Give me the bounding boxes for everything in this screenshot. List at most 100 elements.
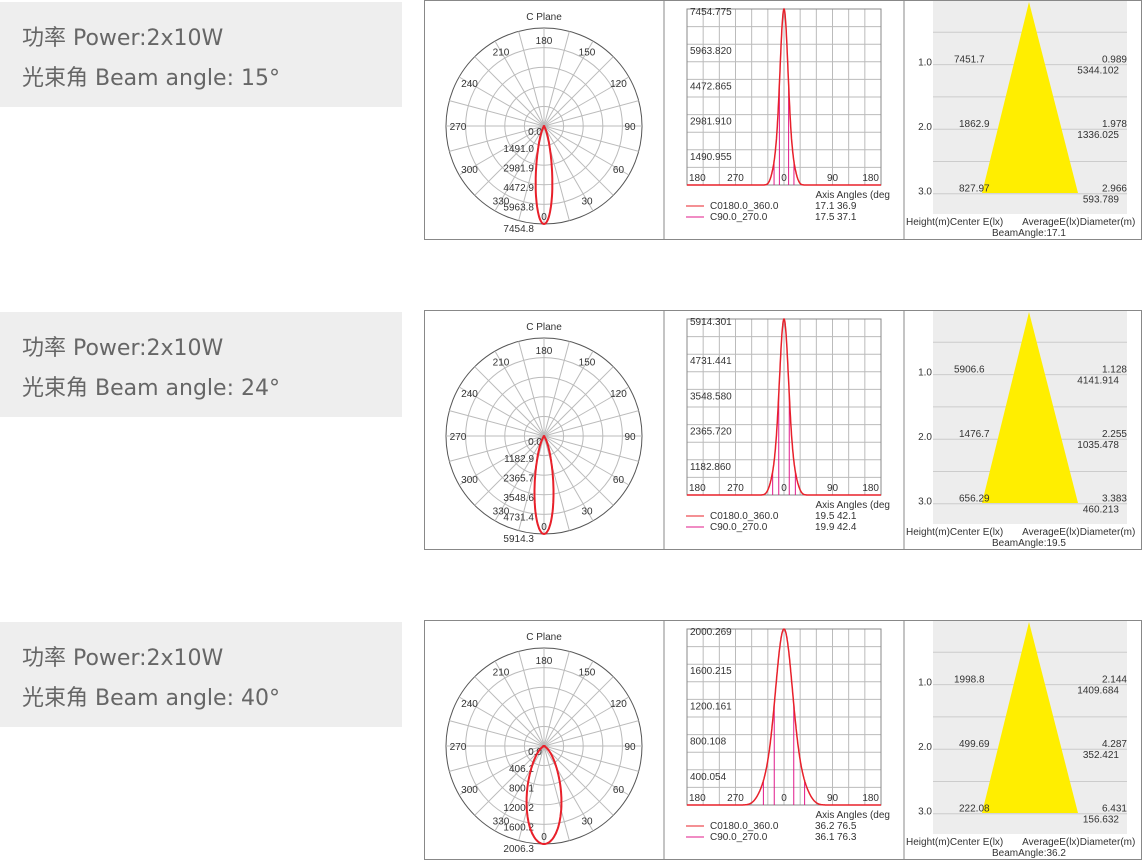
legend-label: C0180.0_360.0 xyxy=(710,511,779,522)
y-tick-label: 1600.215 xyxy=(690,666,732,677)
legend-field-angle: 42.1 xyxy=(837,511,857,522)
beam-diameter: 0.989 xyxy=(1102,55,1127,66)
y-tick-label: 7454.775 xyxy=(690,7,732,18)
y-tick-label: 1490.955 xyxy=(690,152,732,163)
polar-angle-label: 60 xyxy=(613,785,625,796)
beam-diameter: 1.978 xyxy=(1102,119,1127,130)
legend-beam-angle: 36.1 xyxy=(815,832,835,843)
panel-border xyxy=(424,620,1142,860)
linear-chart: 5914.301 4731.441 3548.580 2365.720 1182.860… xyxy=(686,317,890,533)
polar-spoke xyxy=(543,125,639,152)
spec-label-box: 功率 Power:2x10W 光束角 Beam angle: 24° xyxy=(0,312,402,417)
polar-spoke xyxy=(518,31,545,127)
polar-angle-label: 180 xyxy=(536,346,553,357)
polar-angle-label: 330 xyxy=(493,506,510,517)
height-label: 1.0 xyxy=(918,368,932,379)
x-tick-label: 180 xyxy=(862,483,879,494)
polar-ring-label: 800.1 xyxy=(509,784,534,795)
polar-spoke xyxy=(494,40,545,127)
center-illuminance: 222.08 xyxy=(959,804,990,815)
y-tick-label: 2365.720 xyxy=(690,427,732,438)
polar-angle-label: 30 xyxy=(581,196,593,207)
polar-chart: C Plane 0 30 60 90 120 150 180 210 240 270 300 330 0.… xyxy=(445,322,643,545)
polar-spoke xyxy=(543,350,594,437)
height-label: 2.0 xyxy=(918,122,932,133)
y-tick-label: 1200.161 xyxy=(690,701,732,712)
polar-spoke xyxy=(543,745,614,816)
legend-field-angle: 76.5 xyxy=(837,821,857,832)
beam-diameter: 4.287 xyxy=(1102,739,1127,750)
y-tick-label: 4472.865 xyxy=(690,81,732,92)
polar-ring-label: 2981.9 xyxy=(503,164,534,175)
x-tick-label: 90 xyxy=(827,173,839,184)
polar-spoke xyxy=(518,745,545,841)
polar-angle-label: 210 xyxy=(493,48,510,59)
legend-field-angle: 36.9 xyxy=(837,201,857,212)
polar-ring-label: 5914.3 xyxy=(503,534,534,545)
polar-spoke xyxy=(543,676,614,747)
y-tick-label: 400.054 xyxy=(690,772,727,783)
polar-spoke xyxy=(543,720,639,747)
polar-intensity-curve xyxy=(525,745,563,845)
polar-spoke xyxy=(458,125,545,176)
polar-angle-label: 270 xyxy=(450,432,467,443)
beam-angle-readout: BeamAngle:17.1 xyxy=(992,228,1066,239)
polar-spoke xyxy=(543,745,639,772)
polar-angle-label: 30 xyxy=(581,816,593,827)
y-tick-label: 4731.441 xyxy=(690,356,732,367)
polar-angle-label: 300 xyxy=(461,475,478,486)
average-illuminance: 1409.684 xyxy=(1077,686,1119,697)
height-label: 1.0 xyxy=(918,678,932,689)
beam-angle-label: 光束角 Beam angle: 24° xyxy=(22,376,280,401)
beam-cone xyxy=(982,2,1078,193)
beam-diameter: 1.128 xyxy=(1102,365,1127,376)
polar-angle-label: 180 xyxy=(536,656,553,667)
polar-spoke xyxy=(543,125,594,212)
polar-ring-label: 1491.0 xyxy=(503,144,534,155)
y-tick-label: 2981.910 xyxy=(690,117,732,128)
x-tick-label: 90 xyxy=(827,483,839,494)
polar-angle-label: 90 xyxy=(624,742,636,753)
polar-angle-label: 60 xyxy=(613,475,625,486)
polar-angle-label: 180 xyxy=(536,36,553,47)
center-illuminance: 656.29 xyxy=(959,494,990,505)
polar-angle-label: 150 xyxy=(579,668,596,679)
polar-spoke xyxy=(543,745,570,841)
polar-spoke xyxy=(458,435,545,486)
polar-spoke xyxy=(474,366,545,437)
polar-ring-label: 1182.9 xyxy=(504,454,534,465)
legend-beam-angle: 17.5 xyxy=(815,212,835,223)
average-illuminance: 4141.914 xyxy=(1077,376,1119,387)
linear-chart: 7454.775 5963.820 4472.865 2981.910 1490.955… xyxy=(686,7,890,223)
average-illuminance: 352.421 xyxy=(1083,750,1120,761)
x-tick-label: 0 xyxy=(781,793,787,804)
power-label: 功率 Power:2x10W xyxy=(22,26,224,51)
polar-angle-label: 240 xyxy=(461,389,478,400)
polar-ring-label: 2365.7 xyxy=(503,474,534,485)
polar-spoke xyxy=(494,660,545,747)
polar-spoke xyxy=(458,386,545,437)
beam-angle-label: 光束角 Beam angle: 40° xyxy=(22,686,280,711)
x-axis-label: Axis Angles (deg xyxy=(816,500,891,511)
polar-angle-label: 210 xyxy=(493,668,510,679)
beam-diameter: 2.966 xyxy=(1102,184,1127,195)
polar-spoke xyxy=(518,651,545,747)
polar-spoke xyxy=(543,435,614,506)
polar-ring-label: 5963.8 xyxy=(503,203,534,214)
polar-spoke xyxy=(543,696,630,747)
polar-spoke xyxy=(458,76,545,127)
legend-beam-angle: 19.9 xyxy=(815,522,835,533)
cone-axis-labels: Height(m)Center E(lx) AverageE(lx)Diamet… xyxy=(906,837,1135,848)
intensity-curve xyxy=(687,7,881,186)
beam-cone xyxy=(982,312,1078,503)
polar-angle-label: 300 xyxy=(461,785,478,796)
polar-angle-label: 120 xyxy=(610,389,627,400)
average-illuminance: 156.632 xyxy=(1083,815,1120,826)
polar-angle-label: 0 xyxy=(541,832,547,843)
polar-angle-label: 0 xyxy=(541,522,547,533)
polar-center-label: 0.0 xyxy=(528,747,542,758)
polar-spoke xyxy=(449,125,545,152)
polar-spoke xyxy=(494,350,545,437)
polar-spoke xyxy=(543,40,594,127)
